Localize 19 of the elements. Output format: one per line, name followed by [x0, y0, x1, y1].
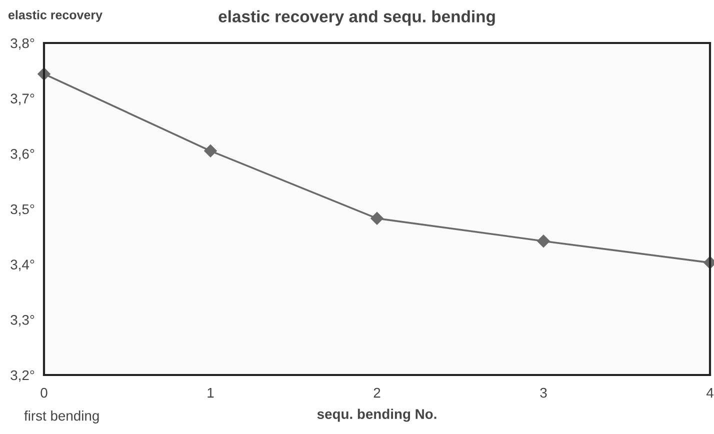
x-axis-title: sequ. bending No.: [317, 408, 436, 422]
text: first bending: [24, 410, 99, 424]
y-tick-label: 3,4°: [10, 260, 34, 272]
y-tick-label: 3,7°: [10, 94, 34, 106]
point: [370, 212, 384, 225]
y-tick-label: 3,6°: [10, 149, 34, 160]
x-tick-label: 0: [40, 388, 48, 398]
y-tick-label: 3,5°: [10, 204, 34, 216]
y-axis-title: elastic recovery: [8, 10, 102, 22]
x-tick-label: 4: [706, 388, 714, 398]
x-tick-label: 2: [374, 388, 380, 398]
x-tick-label: 3: [540, 388, 547, 398]
chart-title: elastic recovery and sequ. bending: [218, 10, 495, 26]
point: [204, 144, 217, 158]
x-tick-label: 1: [208, 388, 214, 398]
y-tick-label: 3,8°: [10, 38, 34, 50]
y-tick-label: 3,2°: [10, 370, 34, 382]
point: [537, 234, 550, 248]
y-tick-label: 3,3°: [10, 315, 34, 326]
